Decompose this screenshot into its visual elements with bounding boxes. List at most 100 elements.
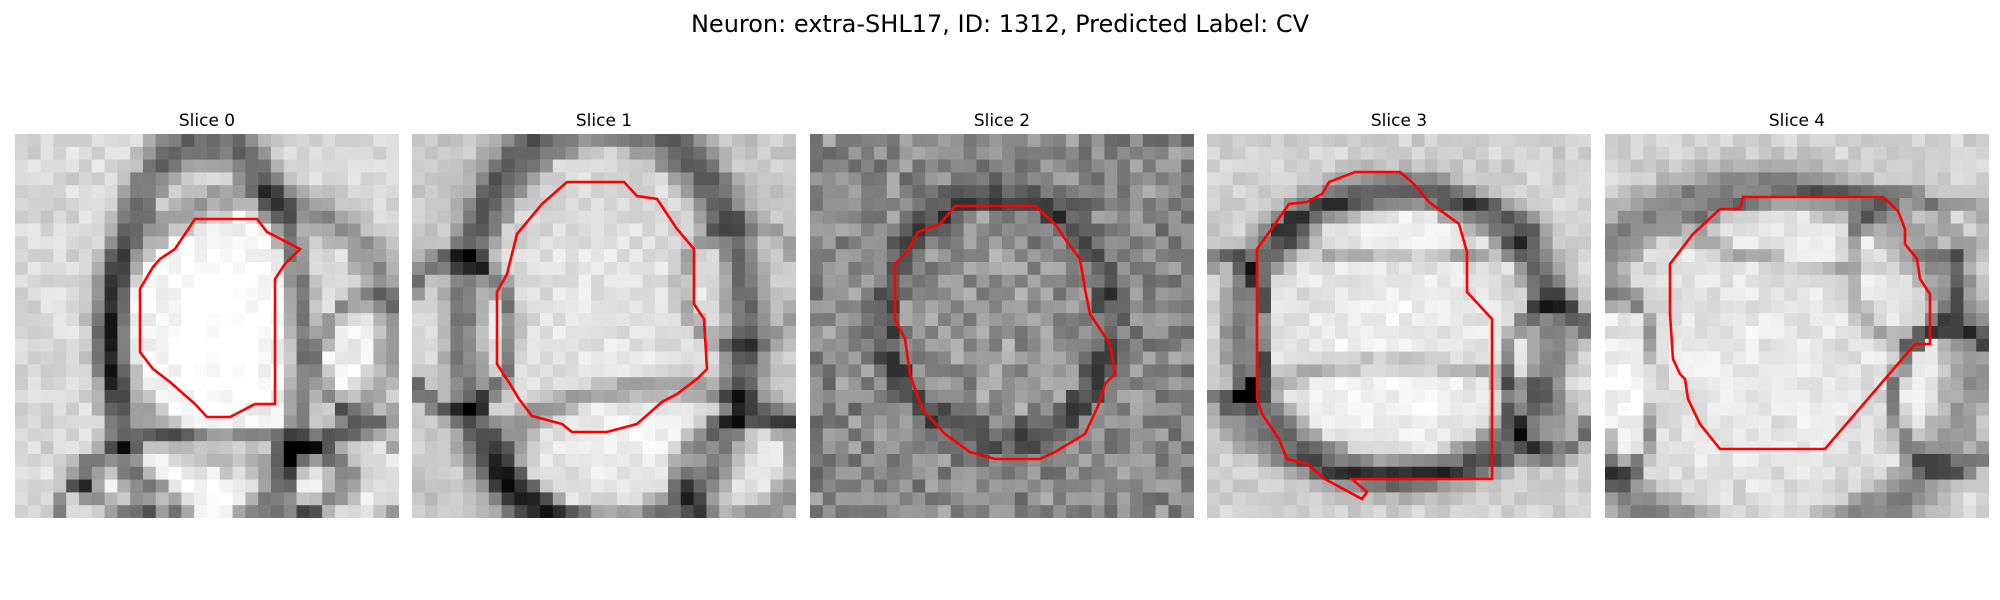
image-pixel [950, 313, 965, 327]
image-pixel [53, 198, 67, 212]
image-pixel [822, 198, 837, 212]
image-pixel [296, 223, 310, 237]
image-pixel [79, 262, 93, 276]
image-pixel [1219, 466, 1234, 481]
image-pixel [1617, 159, 1632, 173]
image-pixel [1745, 134, 1760, 148]
image-pixel [1027, 236, 1041, 250]
image-pixel [1053, 415, 1067, 429]
image-pixel [1873, 198, 1888, 212]
image-pixel [1245, 146, 1259, 161]
image-pixel [1245, 223, 1259, 237]
image-pixel [1694, 300, 1708, 314]
image-pixel [1912, 274, 1926, 289]
image-pixel [1014, 159, 1029, 173]
image-pixel [194, 210, 208, 225]
image-pixel [373, 428, 387, 442]
image-pixel [1245, 326, 1259, 340]
image-pixel [1309, 351, 1323, 365]
image-pixel [1271, 364, 1285, 378]
image-pixel [130, 249, 144, 263]
image-pixel [53, 402, 67, 417]
image-pixel [642, 223, 656, 237]
image-pixel [604, 402, 618, 417]
image-pixel [412, 505, 426, 518]
image-pixel [668, 505, 682, 518]
image-pixel [874, 326, 888, 340]
image-pixel [79, 210, 93, 225]
image-pixel [1373, 492, 1387, 506]
image-pixel [1681, 364, 1696, 378]
image-pixel [1643, 146, 1657, 161]
image-pixel [1976, 505, 1989, 518]
image-pixel [207, 300, 221, 314]
image-pixel [1539, 262, 1554, 276]
image-pixel [1565, 159, 1579, 173]
image-pixel [1130, 428, 1144, 442]
image-pixel [143, 338, 157, 353]
image-pixel [1117, 466, 1131, 481]
image-pixel [1078, 454, 1093, 468]
image-pixel [1681, 249, 1696, 263]
image-pixel [1925, 479, 1939, 493]
image-pixel [1488, 198, 1502, 212]
image-pixel [899, 390, 913, 404]
image-pixel [143, 428, 157, 442]
image-pixel [1899, 351, 1913, 365]
image-pixel [1925, 159, 1939, 173]
image-pixel [899, 300, 913, 314]
image-pixel [130, 351, 144, 365]
image-pixel [744, 300, 759, 314]
image-pixel [668, 351, 682, 365]
image-pixel [1027, 249, 1041, 263]
image-pixel [1552, 377, 1566, 391]
image-pixel [1232, 210, 1246, 225]
image-pixel [1835, 146, 1849, 161]
image-pixel [770, 210, 784, 225]
image-pixel [1309, 390, 1323, 404]
image-pixel [848, 377, 862, 391]
image-pixel [463, 415, 477, 429]
image-pixel [1527, 454, 1541, 468]
image-pixel [655, 505, 669, 518]
image-pixel [373, 274, 387, 289]
image-pixel [488, 262, 503, 276]
image-pixel [1745, 185, 1760, 199]
image-pixel [335, 146, 349, 161]
image-pixel [155, 326, 170, 340]
image-pixel [271, 377, 285, 391]
image-pixel [680, 249, 695, 263]
image-pixel [1565, 185, 1579, 199]
image-pixel [1848, 210, 1862, 225]
image-pixel [1181, 364, 1194, 378]
image-pixel [1258, 492, 1272, 506]
image-pixel [540, 428, 554, 442]
image-pixel [950, 249, 965, 263]
image-pixel [1360, 134, 1374, 148]
image-pixel [552, 364, 567, 378]
image-pixel [1002, 441, 1016, 455]
image-pixel [1912, 351, 1926, 365]
image-pixel [1565, 313, 1579, 327]
image-pixel [899, 262, 913, 276]
image-pixel [1411, 492, 1426, 506]
image-pixel [925, 185, 939, 199]
image-pixel [1437, 402, 1451, 417]
image-pixel [232, 262, 246, 276]
image-pixel [1104, 198, 1118, 212]
image-pixel [693, 287, 707, 301]
image-pixel [117, 146, 131, 161]
image-pixel [1360, 210, 1374, 225]
image-pixel [1104, 159, 1118, 173]
image-pixel [207, 402, 221, 417]
image-pixel [53, 492, 67, 506]
image-pixel [501, 236, 515, 250]
image-pixel [810, 210, 824, 225]
image-pixel [1014, 236, 1029, 250]
image-pixel [360, 338, 374, 353]
image-pixel [1040, 492, 1054, 506]
image-pixel [810, 390, 824, 404]
image-pixel [565, 377, 579, 391]
image-pixel [629, 210, 643, 225]
image-pixel [283, 377, 298, 391]
